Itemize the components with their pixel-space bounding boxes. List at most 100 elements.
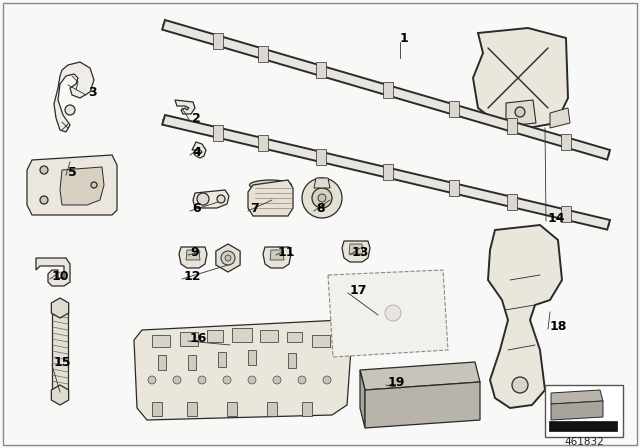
Polygon shape bbox=[507, 118, 517, 134]
Text: 5: 5 bbox=[68, 165, 77, 178]
Text: 18: 18 bbox=[550, 319, 568, 332]
Polygon shape bbox=[551, 401, 603, 420]
Circle shape bbox=[173, 376, 181, 384]
Polygon shape bbox=[60, 167, 104, 205]
Circle shape bbox=[515, 107, 525, 117]
Polygon shape bbox=[188, 355, 196, 370]
Polygon shape bbox=[260, 330, 278, 342]
Polygon shape bbox=[360, 362, 480, 390]
Polygon shape bbox=[227, 402, 237, 416]
Circle shape bbox=[217, 195, 225, 203]
Circle shape bbox=[225, 255, 231, 261]
Polygon shape bbox=[162, 115, 610, 229]
Polygon shape bbox=[267, 402, 277, 416]
Polygon shape bbox=[213, 125, 223, 141]
Text: 3: 3 bbox=[88, 86, 97, 99]
Polygon shape bbox=[312, 335, 330, 347]
Polygon shape bbox=[218, 352, 226, 367]
Polygon shape bbox=[36, 258, 70, 286]
Circle shape bbox=[40, 196, 48, 204]
Polygon shape bbox=[152, 335, 170, 347]
Polygon shape bbox=[449, 102, 460, 117]
Text: 19: 19 bbox=[388, 375, 405, 388]
Circle shape bbox=[318, 194, 326, 202]
Circle shape bbox=[298, 376, 306, 384]
Polygon shape bbox=[561, 207, 570, 223]
Polygon shape bbox=[383, 164, 392, 181]
Polygon shape bbox=[349, 244, 363, 254]
Text: 9: 9 bbox=[190, 246, 198, 258]
Polygon shape bbox=[360, 370, 365, 428]
Polygon shape bbox=[287, 332, 302, 342]
Text: 4: 4 bbox=[192, 146, 201, 159]
Text: 12: 12 bbox=[184, 270, 202, 283]
Circle shape bbox=[302, 178, 342, 218]
Polygon shape bbox=[193, 190, 229, 208]
Circle shape bbox=[312, 188, 332, 208]
Polygon shape bbox=[258, 46, 268, 61]
Circle shape bbox=[221, 251, 235, 265]
Polygon shape bbox=[288, 353, 296, 368]
Polygon shape bbox=[51, 298, 68, 318]
Text: 15: 15 bbox=[54, 356, 72, 369]
Circle shape bbox=[273, 376, 281, 384]
Polygon shape bbox=[158, 355, 166, 370]
Polygon shape bbox=[263, 247, 291, 268]
Text: 13: 13 bbox=[352, 246, 369, 258]
Polygon shape bbox=[187, 402, 197, 416]
Circle shape bbox=[198, 376, 206, 384]
Polygon shape bbox=[152, 402, 162, 416]
Polygon shape bbox=[248, 350, 256, 365]
Circle shape bbox=[65, 105, 75, 115]
Polygon shape bbox=[179, 247, 207, 268]
Polygon shape bbox=[342, 241, 370, 262]
Polygon shape bbox=[506, 100, 536, 126]
Bar bbox=[545, 385, 623, 437]
Circle shape bbox=[323, 376, 331, 384]
Circle shape bbox=[91, 182, 97, 188]
Polygon shape bbox=[258, 135, 268, 151]
Circle shape bbox=[197, 193, 209, 205]
Polygon shape bbox=[207, 330, 223, 342]
Polygon shape bbox=[316, 149, 326, 165]
Polygon shape bbox=[328, 270, 448, 357]
Polygon shape bbox=[52, 310, 68, 390]
Polygon shape bbox=[213, 33, 223, 48]
Text: 7: 7 bbox=[250, 202, 259, 215]
Polygon shape bbox=[561, 134, 570, 150]
Circle shape bbox=[40, 166, 48, 174]
Polygon shape bbox=[232, 328, 252, 342]
Polygon shape bbox=[550, 108, 570, 128]
Polygon shape bbox=[314, 178, 330, 188]
Text: 14: 14 bbox=[548, 211, 566, 224]
Polygon shape bbox=[134, 320, 352, 420]
Circle shape bbox=[148, 376, 156, 384]
Polygon shape bbox=[551, 390, 603, 404]
Polygon shape bbox=[192, 142, 206, 158]
Text: 16: 16 bbox=[190, 332, 207, 345]
Text: 17: 17 bbox=[350, 284, 367, 297]
Polygon shape bbox=[365, 382, 480, 428]
Polygon shape bbox=[186, 250, 200, 260]
Polygon shape bbox=[175, 100, 195, 114]
Polygon shape bbox=[383, 82, 392, 98]
Polygon shape bbox=[180, 332, 198, 346]
Text: 10: 10 bbox=[52, 270, 70, 283]
Polygon shape bbox=[248, 180, 293, 216]
Polygon shape bbox=[27, 155, 117, 215]
Text: 11: 11 bbox=[278, 246, 296, 258]
Polygon shape bbox=[507, 194, 517, 210]
Text: 1: 1 bbox=[400, 31, 409, 44]
Text: 8: 8 bbox=[316, 202, 324, 215]
Circle shape bbox=[512, 377, 528, 393]
Circle shape bbox=[385, 305, 401, 321]
Polygon shape bbox=[316, 63, 326, 78]
Polygon shape bbox=[302, 402, 312, 416]
Polygon shape bbox=[270, 250, 284, 260]
Polygon shape bbox=[488, 225, 562, 408]
Polygon shape bbox=[449, 180, 460, 196]
Polygon shape bbox=[162, 20, 610, 159]
Polygon shape bbox=[473, 28, 568, 128]
Polygon shape bbox=[216, 244, 240, 272]
Polygon shape bbox=[549, 421, 617, 431]
